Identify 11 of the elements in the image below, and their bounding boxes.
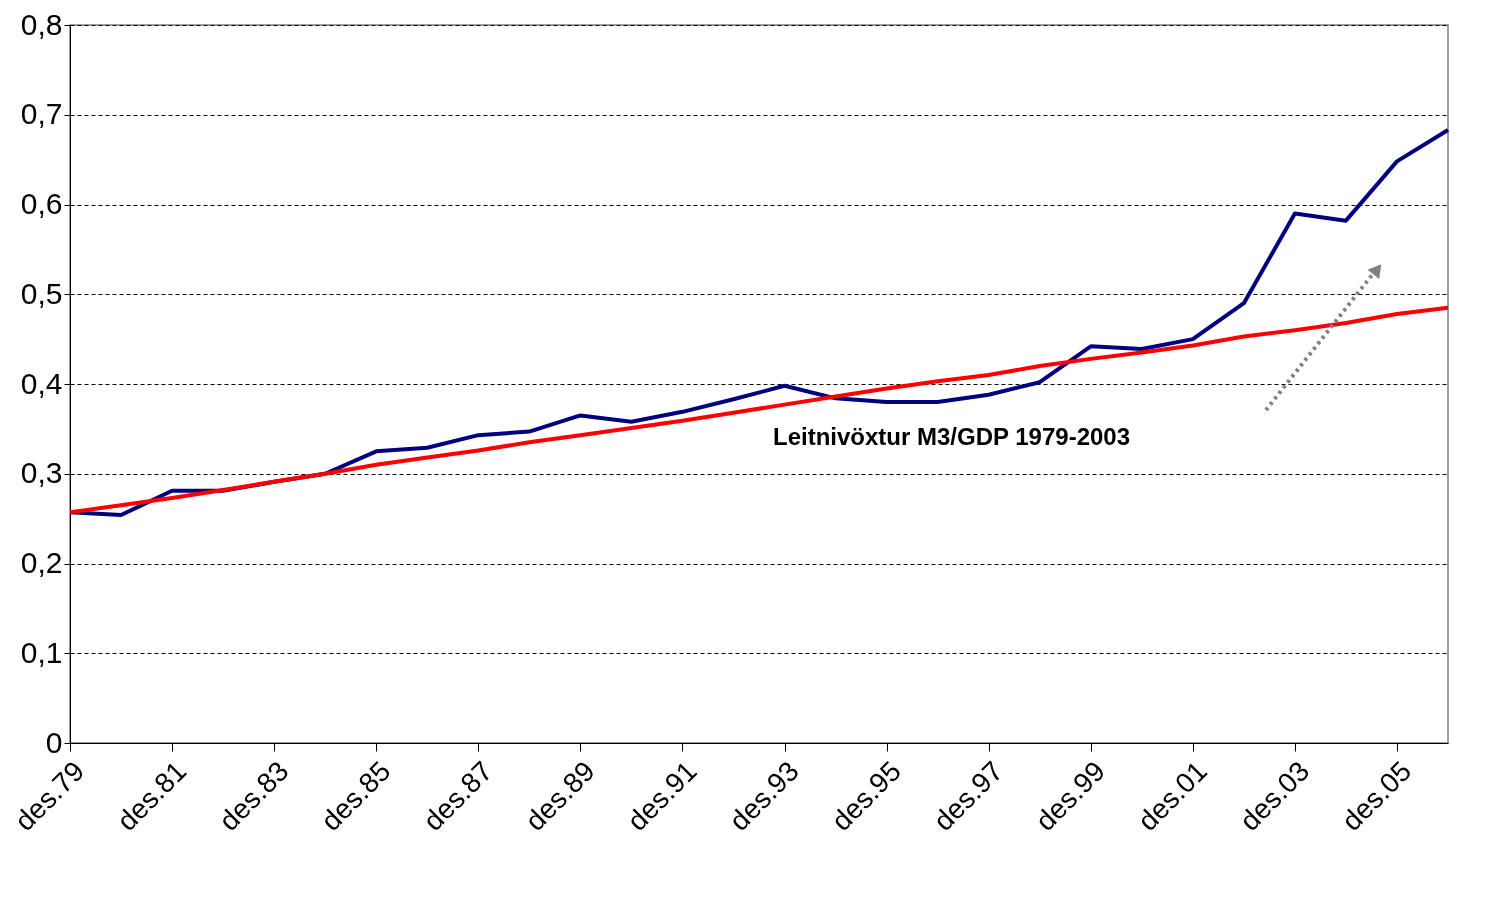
annotation: Leitnivöxtur M3/GDP 1979-2003 <box>773 423 1131 450</box>
y-tick-label: 0,2 <box>20 546 63 579</box>
y-tick-label: 0,1 <box>20 635 63 669</box>
y-tick-label: 0,4 <box>20 366 63 400</box>
y-tick-label: 0,6 <box>20 187 63 220</box>
line-series <box>68 305 1450 515</box>
y-tick-label: 0 <box>45 725 63 759</box>
y-tick-label: 0,5 <box>20 276 63 310</box>
y-tick-label: 0,8 <box>20 7 63 41</box>
y-tick-label: 0,7 <box>20 97 63 131</box>
y-tick-label: 0,3 <box>20 456 63 490</box>
